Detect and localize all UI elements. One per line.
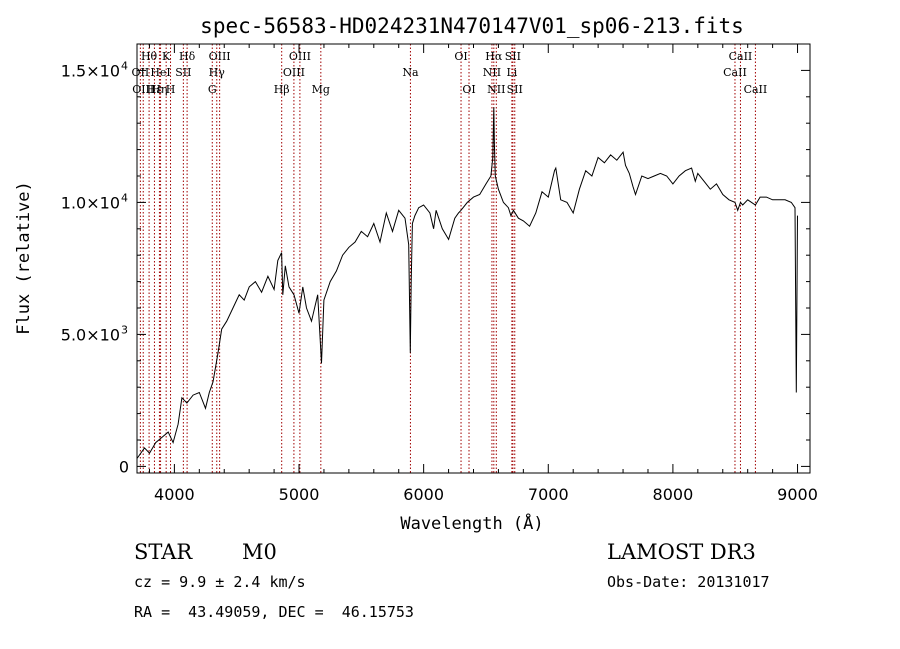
spectral-line-markers	[139, 44, 756, 473]
survey-name: LAMOST DR3	[607, 540, 756, 564]
y-tick-exponent: 4	[121, 59, 128, 72]
y-tick-label: 1.5×10	[61, 61, 120, 80]
y-tick-label: 1.0×10	[61, 193, 120, 212]
spectrum-line	[136, 107, 798, 459]
line-marker-label: Mg	[312, 83, 330, 96]
x-axis-ticks: 4000 5000 6000 7000 8000 9000	[148, 44, 818, 504]
plot-frame	[136, 43, 811, 474]
line-marker-label: HeI	[150, 66, 170, 79]
y-tick-label: 0	[119, 457, 129, 476]
line-marker-label: OI	[454, 50, 467, 63]
line-marker-label: Na	[402, 66, 419, 79]
line-marker-label: OIII	[132, 83, 154, 96]
line-marker-label: SII	[507, 83, 523, 96]
line-marker-label: OIII	[289, 50, 311, 63]
line-marker-label: Hγ	[209, 66, 226, 79]
line-marker-label: Hδ	[179, 50, 196, 63]
line-marker-label: Li	[506, 66, 517, 79]
line-marker-label: OII	[132, 66, 150, 79]
x-tick-label: 8000	[653, 485, 694, 504]
line-marker-label: Hθ	[141, 50, 158, 63]
line-marker-label: SII	[175, 66, 191, 79]
y-axis-ticks: 05.0×10 31.0×10 41.5×10 4	[61, 59, 810, 476]
line-marker-label: NII	[483, 66, 501, 79]
x-tick-label: 9000	[777, 485, 818, 504]
y-tick-exponent: 4	[121, 191, 128, 204]
x-tick-label: 5000	[279, 485, 320, 504]
x-axis-label: Wavelength (Å)	[400, 512, 543, 534]
line-marker-label: Hε	[147, 83, 163, 96]
x-tick-label: 7000	[528, 485, 569, 504]
line-marker-label: CaII	[744, 83, 768, 96]
line-marker-label: SII	[505, 50, 521, 63]
y-tick-label: 5.0×10	[61, 325, 120, 344]
chart-title: spec-56583-HD024231N470147V01_sp06-213.f…	[200, 14, 744, 38]
line-marker-label: NII	[487, 83, 505, 96]
object-class: STAR	[134, 540, 193, 564]
line-marker-label: K	[162, 50, 171, 63]
x-tick-label: 6000	[403, 485, 444, 504]
y-tick-exponent: 3	[121, 323, 128, 336]
line-marker-label: CaII	[729, 50, 753, 63]
line-marker-label: Hβ	[274, 83, 290, 96]
line-marker-label: H	[166, 83, 176, 96]
sky-coordinates: RA = 43.49059, DEC = 46.15753	[134, 603, 414, 621]
redshift-velocity: cz = 9.9 ± 2.4 km/s	[134, 573, 306, 591]
line-marker-label: CaII	[723, 66, 747, 79]
line-marker-label: Hη	[151, 83, 167, 96]
line-marker-label: OIII	[209, 50, 231, 63]
observation-date: Obs-Date: 20131017	[607, 573, 770, 591]
line-marker-label: OIII	[283, 66, 305, 79]
line-marker-label: Hα	[485, 50, 503, 63]
object-subclass: M0	[242, 540, 277, 564]
y-axis-label: Flux (relative)	[14, 181, 34, 335]
x-tick-label: 4000	[154, 485, 195, 504]
line-marker-label: OI	[462, 83, 475, 96]
line-marker-label: G	[208, 83, 217, 96]
